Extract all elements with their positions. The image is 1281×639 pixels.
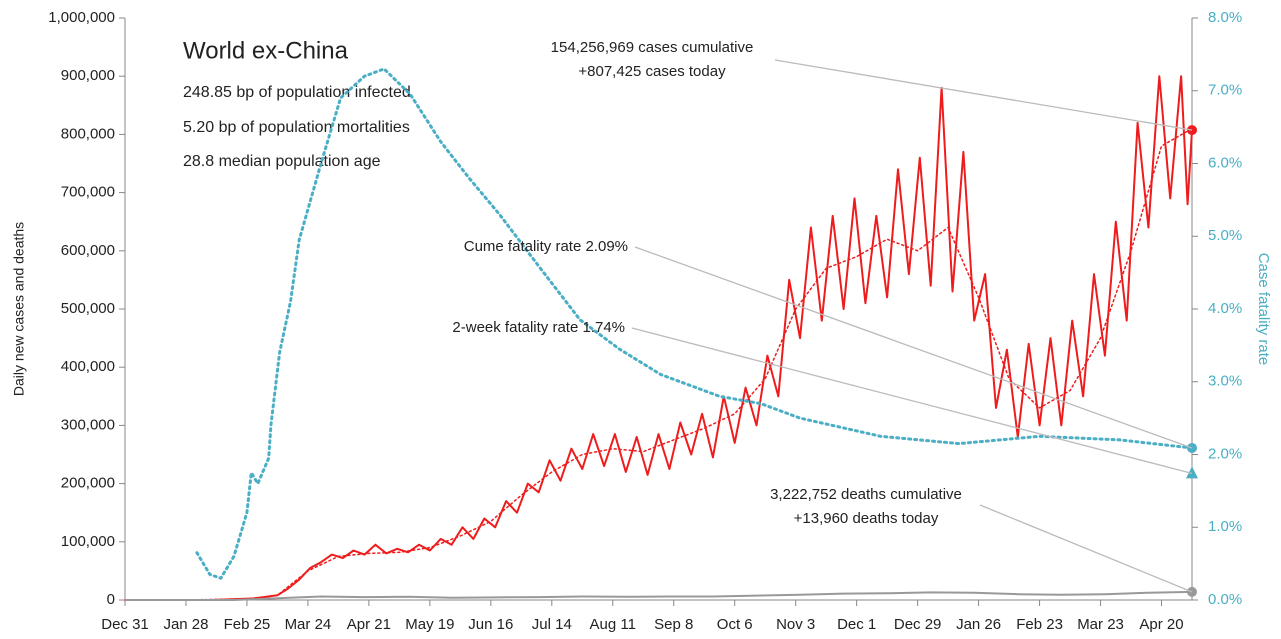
leader-line bbox=[631, 327, 1193, 475]
leader-line bbox=[979, 504, 1193, 593]
x-tick-label: Jul 14 bbox=[532, 616, 572, 633]
y-tick-label: 700,000 bbox=[61, 184, 115, 201]
subtitle-line: 28.8 median population age bbox=[183, 153, 381, 170]
y-tick-label: 800,000 bbox=[61, 125, 115, 142]
series-line bbox=[125, 75, 1193, 601]
y2-tick-label: 5.0% bbox=[1208, 227, 1242, 244]
x-tick-label: Mar 24 bbox=[285, 616, 332, 633]
y2-tick-label: 0.0% bbox=[1208, 591, 1242, 608]
leader-line bbox=[774, 59, 1193, 131]
annotation: +13,960 deaths today bbox=[794, 510, 939, 527]
x-tick-label: Jun 16 bbox=[468, 616, 513, 633]
y2-tick-label: 6.0% bbox=[1208, 154, 1242, 171]
y2-axis-label: Case fatality rate bbox=[1255, 253, 1272, 366]
annotation: 3,222,752 deaths cumulative bbox=[770, 486, 962, 503]
y-tick-label: 1,000,000 bbox=[48, 9, 115, 26]
x-tick-label: May 19 bbox=[405, 616, 454, 633]
x-tick-label: Dec 1 bbox=[837, 616, 876, 633]
series-line bbox=[195, 67, 1194, 580]
annotation: Cume fatality rate 2.09% bbox=[464, 238, 628, 255]
x-tick-label: Jan 26 bbox=[956, 616, 1001, 633]
x-tick-label: Nov 3 bbox=[776, 616, 815, 633]
annotation: 2-week fatality rate 1.74% bbox=[452, 319, 625, 336]
x-tick-label: Oct 6 bbox=[717, 616, 753, 633]
series-line bbox=[124, 127, 1193, 601]
y2-tick-label: 2.0% bbox=[1208, 445, 1242, 462]
x-tick-label: Feb 23 bbox=[1016, 616, 1063, 633]
x-tick-label: Dec 31 bbox=[101, 616, 149, 633]
leader-line bbox=[634, 246, 1193, 449]
y2-tick-label: 4.0% bbox=[1208, 300, 1242, 317]
y-tick-label: 300,000 bbox=[61, 416, 115, 433]
x-tick-label: Mar 23 bbox=[1077, 616, 1124, 633]
y-axis-label: Daily new cases and deaths bbox=[11, 222, 27, 396]
annotation: 154,256,969 cases cumulative bbox=[551, 39, 754, 56]
x-tick-label: Aug 11 bbox=[590, 616, 636, 633]
series-line bbox=[125, 590, 1193, 601]
annotation: +807,425 cases today bbox=[578, 63, 726, 80]
y2-tick-label: 8.0% bbox=[1208, 9, 1242, 26]
x-tick-label: Feb 25 bbox=[224, 616, 271, 633]
x-tick-label: Apr 20 bbox=[1139, 616, 1183, 633]
x-tick-label: Apr 21 bbox=[347, 616, 391, 633]
y2-tick-label: 3.0% bbox=[1208, 373, 1242, 390]
marker bbox=[1186, 466, 1198, 479]
subtitle-line: 5.20 bp of population mortalities bbox=[183, 119, 410, 136]
y2-tick-label: 7.0% bbox=[1208, 82, 1242, 99]
y-tick-label: 100,000 bbox=[61, 533, 115, 550]
y-tick-label: 500,000 bbox=[61, 300, 115, 317]
y-tick-label: 600,000 bbox=[61, 242, 115, 259]
x-tick-label: Dec 29 bbox=[894, 616, 942, 633]
chart-title: World ex-China bbox=[183, 37, 349, 64]
y-tick-label: 0 bbox=[107, 591, 115, 608]
x-tick-label: Jan 28 bbox=[163, 616, 208, 633]
y-tick-label: 400,000 bbox=[61, 358, 115, 375]
x-tick-label: Sep 8 bbox=[654, 616, 693, 633]
y-tick-label: 200,000 bbox=[61, 475, 115, 492]
y-tick-label: 900,000 bbox=[61, 67, 115, 84]
subtitle-line: 248.85 bp of population infected bbox=[183, 84, 411, 101]
y2-tick-label: 1.0% bbox=[1208, 518, 1242, 535]
